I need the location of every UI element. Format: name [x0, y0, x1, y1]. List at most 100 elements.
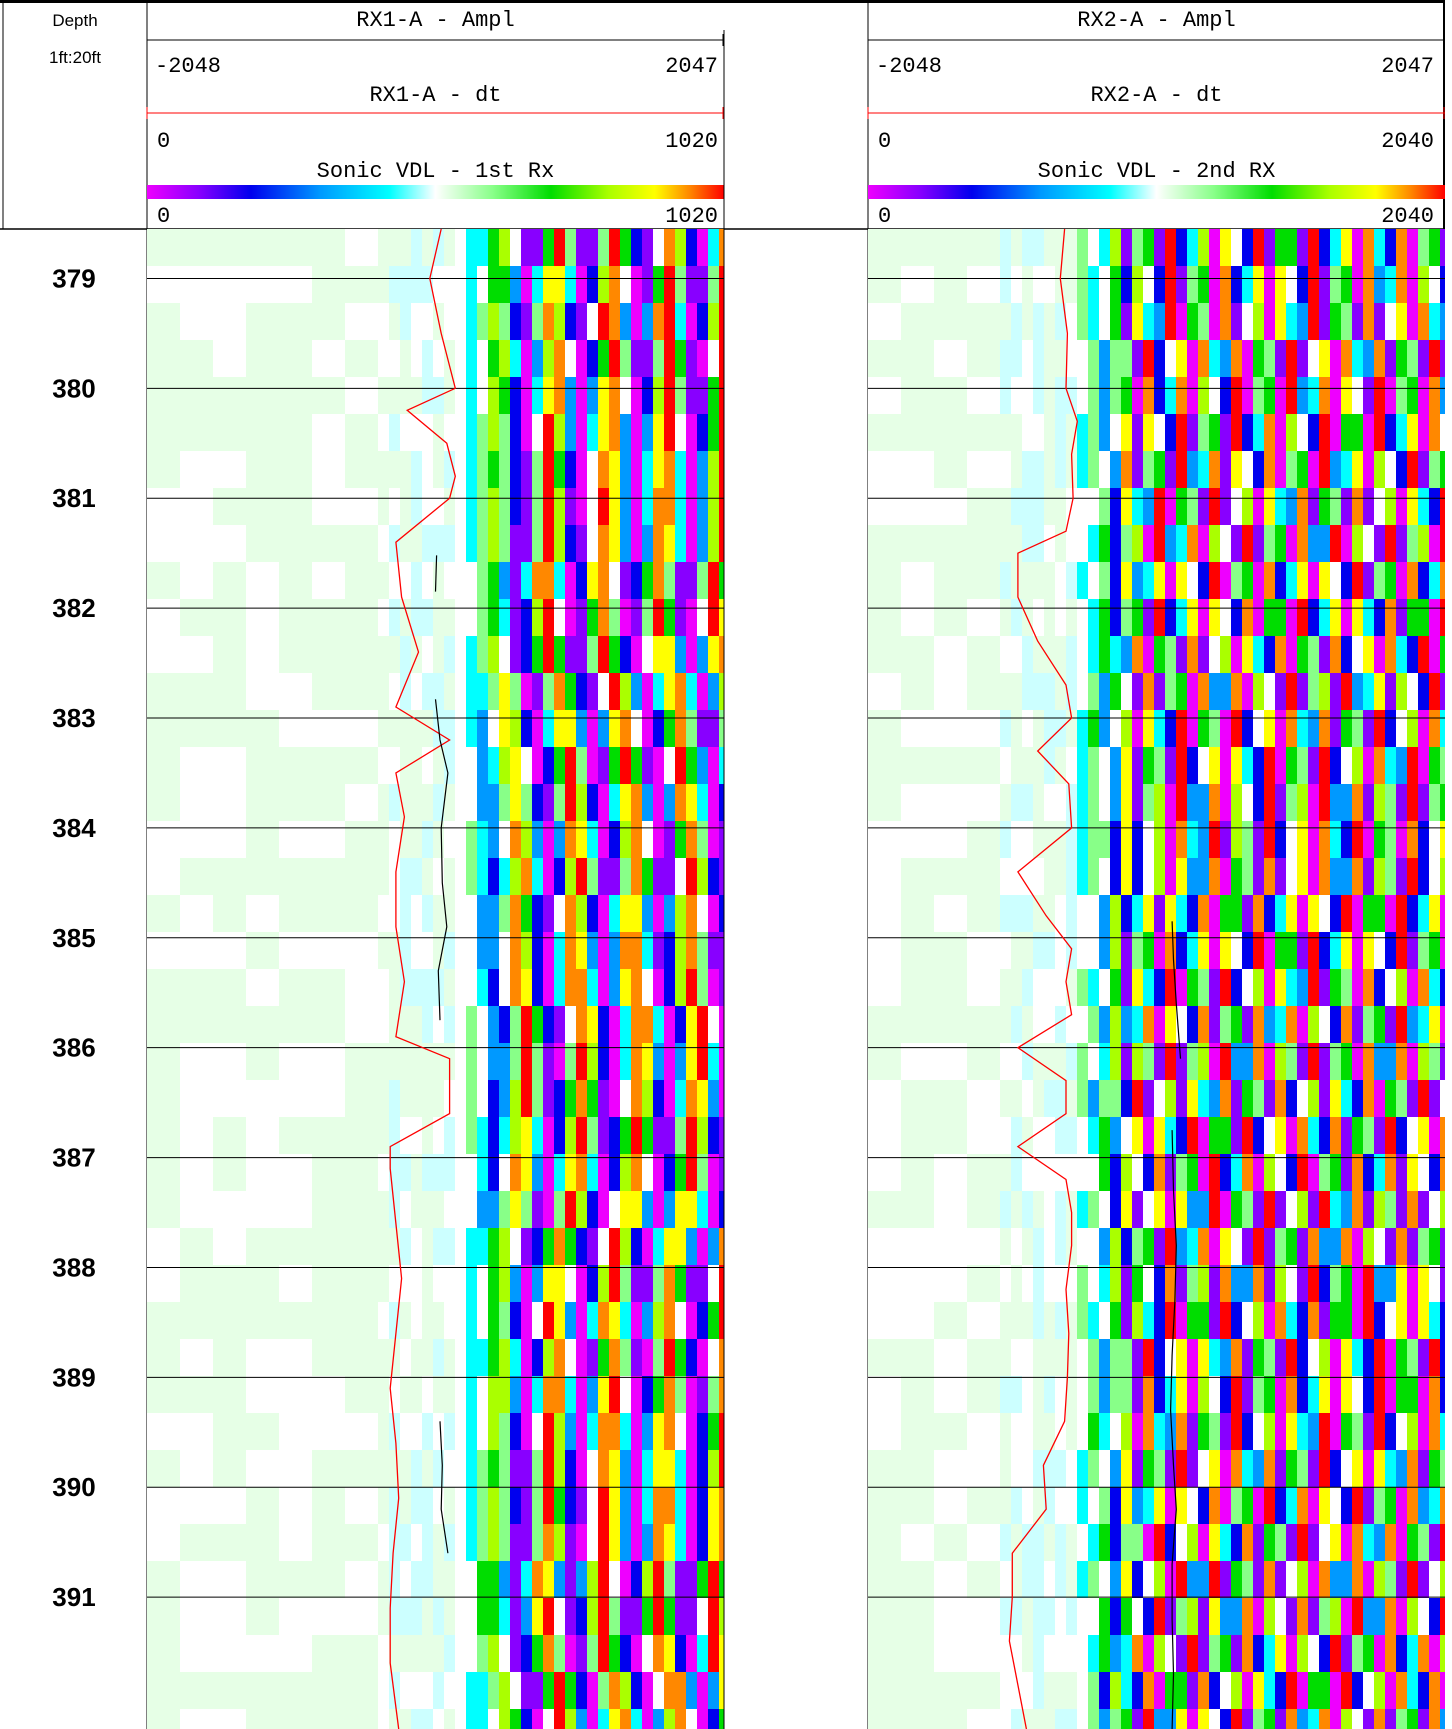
rx1-vdl-cell — [411, 303, 423, 341]
rx1-vdl-cell — [224, 1302, 236, 1340]
rx2-vdl-cell — [1077, 340, 1089, 378]
rx1-vdl-cell — [598, 1080, 610, 1118]
rx2-vdl-cell — [1297, 1228, 1309, 1266]
rx1-vdl-cell — [323, 747, 335, 785]
rx1-vdl-cell — [609, 1524, 621, 1562]
rx1-vdl-cell — [433, 932, 445, 970]
rx1-vdl-cell — [356, 1043, 368, 1081]
rx2-vdl-cell — [978, 1191, 990, 1229]
rx2-vdl-cell — [1297, 1080, 1309, 1118]
rx2-vdl-cell — [1033, 673, 1045, 711]
rx1-vdl-cell — [279, 229, 291, 267]
rx1-vdl-cell — [356, 266, 368, 304]
rx1-vdl-cell — [631, 562, 643, 600]
rx2-vdl-cell — [1308, 562, 1320, 600]
rx1-vdl-cell — [378, 1635, 390, 1673]
rx2-vdl-cell — [1341, 1080, 1353, 1118]
rx2-vdl-cell — [1385, 1598, 1397, 1636]
rx2-vdl-cell — [1033, 821, 1045, 859]
rx2-vdl-cell — [1066, 303, 1078, 341]
rx1-vdl-cell — [400, 1117, 412, 1155]
rx2-vdl-cell — [1187, 303, 1199, 341]
rx1-vdl-cell — [455, 266, 467, 304]
rx1-vdl-cell — [719, 1561, 724, 1599]
rx2-vdl-cell — [1121, 599, 1133, 637]
rx2-vdl-cell — [1253, 1265, 1265, 1303]
rx1-vdl-cell — [356, 1709, 368, 1729]
rx1-vdl-cell — [587, 377, 599, 415]
rx2-vdl-cell — [1220, 1302, 1232, 1340]
rx1-vdl-cell — [268, 1265, 280, 1303]
rx2-vdl-cell — [1077, 895, 1089, 933]
rx1-vdl-cell — [488, 1117, 500, 1155]
rx1-vdl-cell — [224, 1006, 236, 1044]
rx1-vdl-cell — [257, 1376, 269, 1414]
rx2-vdl-cell — [1176, 377, 1188, 415]
rx1-vdl-cell — [180, 784, 192, 822]
rx1-vdl-cell — [279, 821, 291, 859]
rx2-vdl-cell — [1242, 932, 1254, 970]
rx2-vdl-cell — [1044, 858, 1056, 896]
rx2-vdl-cell — [1198, 1487, 1210, 1525]
rx1-vdl-cell — [202, 1117, 214, 1155]
rx1-vdl-cell — [477, 1265, 489, 1303]
rx1-vdl-cell — [191, 266, 203, 304]
rx2-vdl-cell — [1275, 1376, 1287, 1414]
rx1-vdl-cell — [521, 1561, 533, 1599]
rx1-vdl-cell — [279, 710, 291, 748]
rx2-vdl-cell — [1429, 1413, 1441, 1451]
rx2-vdl-cell — [1088, 1265, 1100, 1303]
rx1-vdl-cell — [323, 1524, 335, 1562]
depth-label: 391 — [52, 1582, 95, 1612]
rx2-vdl-cell — [912, 488, 924, 526]
rx1-vdl-cell — [477, 1561, 489, 1599]
rx2-vdl-cell — [1033, 1302, 1045, 1340]
rx2-vdl-cell — [1143, 1635, 1155, 1673]
rx1-vdl-cell — [312, 747, 324, 785]
rx2-vdl-cell — [1154, 525, 1166, 563]
rx1-vdl-cell — [609, 1376, 621, 1414]
rx1-vdl-cell — [697, 821, 709, 859]
rx2-vdl-cell — [1044, 1080, 1056, 1118]
rx2-vdl-cell — [1242, 1228, 1254, 1266]
rx2-vdl-cell — [956, 1339, 968, 1377]
rx2-vdl-cell — [1363, 1117, 1375, 1155]
rx1-vdl-cell — [565, 303, 577, 341]
rx1-vdl-cell — [147, 1524, 159, 1562]
depth-label: 385 — [52, 923, 95, 953]
rx1-vdl-cell — [708, 1228, 720, 1266]
rx2-vdl-cell — [1198, 525, 1210, 563]
rx2-vdl-cell — [1396, 932, 1408, 970]
rx2-dt-min: 0 — [878, 129, 891, 154]
rx2-vdl-cell — [1066, 784, 1078, 822]
rx1-vdl-cell — [290, 451, 302, 489]
rx2-vdl-cell — [1198, 1117, 1210, 1155]
rx1-vdl-cell — [389, 1376, 401, 1414]
rx1-vdl-cell — [356, 1228, 368, 1266]
rx2-vdl-cell — [1132, 1524, 1144, 1562]
rx1-vdl-cell — [367, 673, 379, 711]
rx2-vdl-cell — [1363, 1709, 1375, 1729]
rx1-vdl-cell — [279, 1265, 291, 1303]
rx1-vdl-cell — [312, 303, 324, 341]
rx2-vdl-cell — [967, 1598, 979, 1636]
rx2-vdl-cell — [934, 1191, 946, 1229]
rx1-vdl-cell — [202, 1302, 214, 1340]
rx1-vdl-cell — [587, 1487, 599, 1525]
rx2-vdl-cell — [1154, 1598, 1166, 1636]
rx1-vdl-cell — [642, 1265, 654, 1303]
rx2-vdl-cell — [1099, 1413, 1111, 1451]
rx2-vdl-cell — [1253, 525, 1265, 563]
rx1-vdl-cell — [378, 451, 390, 489]
rx1-vdl-cell — [466, 1265, 478, 1303]
rx1-vdl-cell — [488, 1080, 500, 1118]
rx1-vdl-cell — [631, 673, 643, 711]
rx2-vdl-cell — [868, 488, 880, 526]
rx2-vdl-cell — [1253, 895, 1265, 933]
rx1-vdl-cell — [521, 1265, 533, 1303]
rx1-vdl-cell — [587, 340, 599, 378]
depth-label: 383 — [52, 703, 95, 733]
rx1-vdl-cell — [213, 747, 225, 785]
rx1-vdl-cell — [422, 1043, 434, 1081]
rx1-vdl-cell — [455, 229, 467, 267]
